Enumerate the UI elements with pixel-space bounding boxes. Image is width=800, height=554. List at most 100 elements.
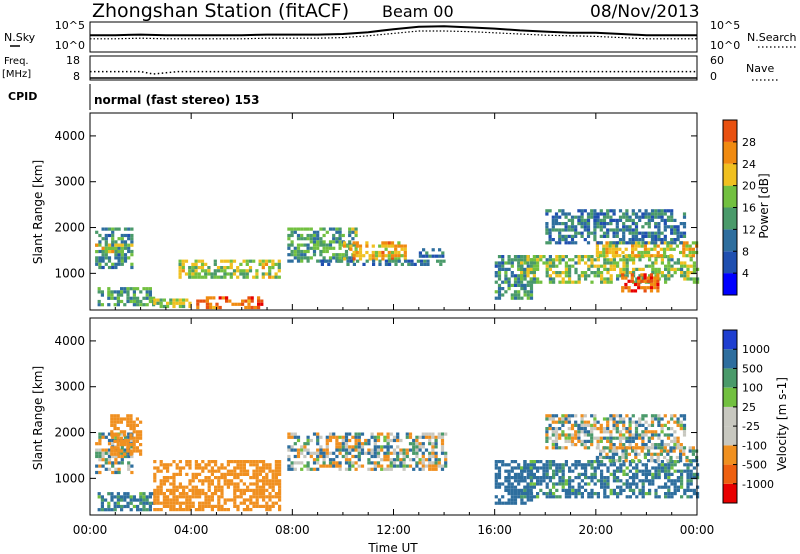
echo-cell <box>230 479 234 483</box>
freq-panel-frame <box>89 55 698 81</box>
echo-cell <box>657 212 661 216</box>
echo-cell <box>130 262 134 266</box>
echo-cell <box>622 417 626 421</box>
echo-cell <box>405 454 409 459</box>
echo-cell <box>239 469 243 473</box>
echo-cell <box>660 439 664 443</box>
echo-cell <box>679 459 683 463</box>
echo-cell <box>262 479 266 483</box>
echo-cell <box>608 449 612 453</box>
echo-cell <box>625 258 629 262</box>
echo-cell <box>654 488 658 492</box>
echo-cell <box>551 443 555 447</box>
echo-cell <box>564 271 568 275</box>
echo-cell <box>574 271 578 275</box>
echo-cell <box>586 234 591 238</box>
echo-cell <box>683 261 687 265</box>
echo-cell <box>564 255 568 259</box>
echo-cell <box>590 443 594 447</box>
echo-cell <box>545 476 549 480</box>
echo-cell <box>260 302 264 306</box>
echo-cell <box>201 479 205 483</box>
echo-cell <box>539 258 543 262</box>
echo-cell <box>120 293 124 297</box>
echo-cell <box>252 482 256 486</box>
echo-cell <box>529 466 533 470</box>
echo-cell <box>618 433 623 437</box>
echo-cell <box>306 442 310 446</box>
echo-cell <box>561 234 565 238</box>
echo-cell <box>504 277 508 281</box>
echo-cell <box>558 495 562 499</box>
echo-cell <box>590 255 594 259</box>
echo-cell <box>507 501 511 505</box>
echo-cell <box>649 282 654 287</box>
echo-cell <box>354 233 358 238</box>
echo-cell <box>622 472 626 476</box>
echo-cell <box>233 492 237 496</box>
echo-cell <box>523 466 527 470</box>
echo-cell <box>548 495 552 499</box>
echo-cell <box>127 432 131 436</box>
echo-cell <box>646 279 650 283</box>
echo-cell <box>529 485 534 489</box>
echo-cell <box>239 501 243 505</box>
echo-cell <box>370 432 374 436</box>
echo-cell <box>424 458 429 462</box>
echo-cell <box>300 451 304 455</box>
echo-cell <box>654 472 658 476</box>
echo-cell <box>618 218 623 222</box>
echo-cell <box>111 233 115 238</box>
echo-cell <box>225 299 229 303</box>
echo-cell <box>198 472 202 476</box>
echo-cell <box>660 417 664 421</box>
echo-cell <box>410 262 414 266</box>
echo-cell <box>676 446 680 450</box>
echo-cell <box>132 436 136 440</box>
echo-cell <box>580 485 584 489</box>
echo-cell <box>679 241 683 245</box>
echo-cell <box>119 436 123 440</box>
echo-cell <box>98 438 102 443</box>
echo-cell <box>312 451 317 455</box>
echo-cell <box>116 299 120 304</box>
echo-cell <box>558 466 562 470</box>
echo-cell <box>570 433 575 437</box>
echo-cell <box>403 250 407 255</box>
echo-cell <box>383 467 387 471</box>
echo-cell <box>552 463 556 467</box>
echo-cell <box>123 417 127 421</box>
echo-cell <box>210 466 214 470</box>
echo-cell <box>388 262 392 266</box>
echo-cell <box>268 269 272 273</box>
echo-cell <box>680 479 684 483</box>
echo-cell <box>100 495 104 499</box>
echo-cell <box>434 451 438 455</box>
echo-cell <box>580 215 584 219</box>
echo-cell <box>517 482 521 486</box>
echo-cell <box>641 472 645 476</box>
echo-cell <box>303 237 307 241</box>
echo-cell <box>561 446 565 450</box>
echo-cell <box>650 218 655 222</box>
echo-cell <box>132 439 136 443</box>
echo-cell <box>682 222 687 226</box>
echo-cell <box>606 427 610 431</box>
echo-cell <box>568 469 572 473</box>
echo-cell <box>242 488 246 492</box>
echo-cell <box>574 423 578 427</box>
echo-cell <box>654 225 658 229</box>
echo-cell <box>622 212 626 216</box>
echo-cell <box>98 442 102 446</box>
echo-cell <box>287 454 291 459</box>
echo-cell <box>504 271 508 275</box>
echo-cell <box>293 454 297 459</box>
echo-cell <box>120 451 124 455</box>
echo-cell <box>397 250 401 255</box>
echo-cell <box>220 488 224 492</box>
echo-cell <box>497 287 502 291</box>
echo-cell <box>374 254 379 258</box>
echo-cell <box>517 296 521 300</box>
echo-cell <box>644 430 648 434</box>
velocity-colorbar-frame <box>722 329 738 504</box>
